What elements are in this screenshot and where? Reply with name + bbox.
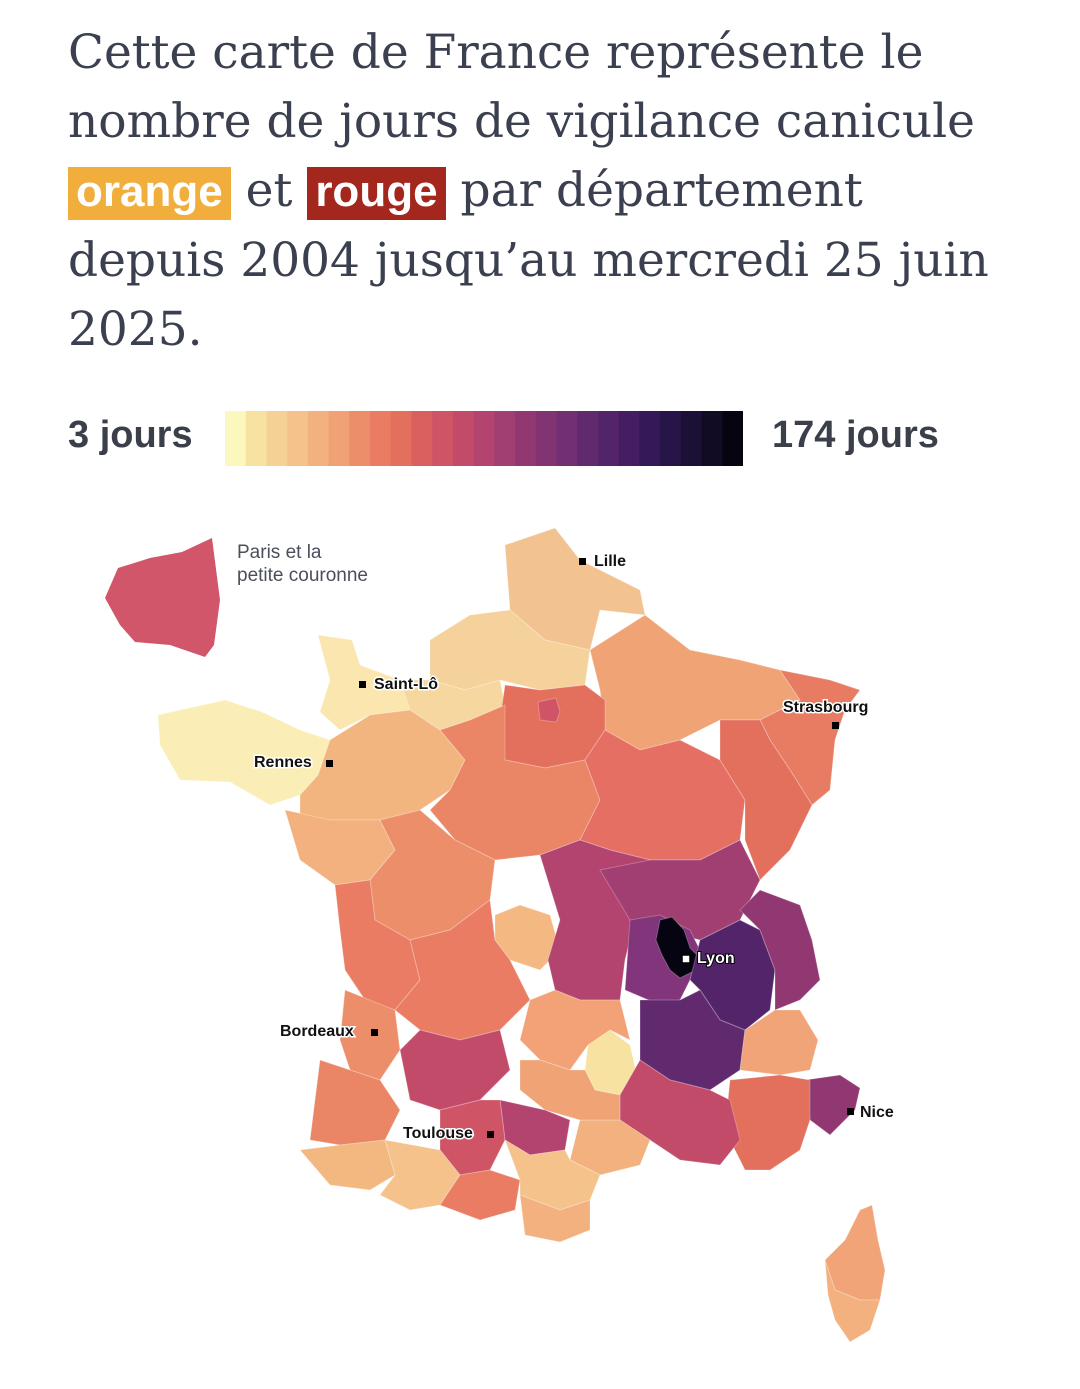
legend-swatch bbox=[370, 411, 392, 466]
legend-max-label: 174 jours bbox=[772, 414, 939, 456]
region-corse-du-sud bbox=[824, 1259, 881, 1343]
region-pyrenees bbox=[379, 1139, 461, 1211]
city-marker bbox=[681, 954, 691, 964]
legend-swatch bbox=[473, 411, 495, 466]
region-ariege bbox=[439, 1169, 521, 1221]
legend-swatch bbox=[494, 411, 516, 466]
legend-swatch bbox=[452, 411, 475, 466]
legend-swatch bbox=[680, 411, 703, 466]
legend-swatch bbox=[225, 411, 247, 466]
legend-swatch bbox=[390, 411, 412, 466]
city-label: Rennes bbox=[254, 754, 312, 771]
legend-swatch bbox=[432, 411, 454, 466]
legend-swatch bbox=[349, 411, 371, 466]
region-gironde bbox=[339, 989, 401, 1081]
red-badge: rouge bbox=[307, 167, 446, 220]
region-landes bbox=[309, 1059, 401, 1146]
inset-label-line-2: petite couronne bbox=[237, 565, 368, 586]
legend-swatch bbox=[556, 411, 578, 466]
city-label: Saint-Lô bbox=[374, 676, 438, 693]
region-savoie bbox=[739, 889, 821, 1011]
city-saint-lo: Saint-Lô bbox=[359, 675, 440, 695]
legend-swatch bbox=[701, 411, 723, 466]
legend-swatch bbox=[597, 411, 620, 466]
title-part-2: par département depuis 2004 jusqu’au mer… bbox=[68, 163, 989, 357]
region-alpes-maritimes bbox=[804, 1074, 861, 1136]
region-paris bbox=[537, 697, 561, 723]
city-label: Toulouse bbox=[403, 1125, 473, 1142]
orange-badge: orange bbox=[68, 167, 231, 220]
city-lille: Lille bbox=[579, 552, 628, 572]
city-nice: Nice bbox=[847, 1103, 895, 1123]
region-franche-comte bbox=[719, 719, 813, 881]
legend-swatch bbox=[515, 411, 537, 466]
legend-swatch bbox=[577, 411, 599, 466]
region-isere bbox=[689, 919, 776, 1031]
france-choropleth-map: Paris et la petite couronne bbox=[105, 527, 896, 1343]
departments bbox=[157, 527, 886, 1343]
legend-swatch bbox=[639, 411, 661, 466]
city-marker bbox=[832, 722, 839, 729]
legend-swatch bbox=[287, 411, 309, 466]
region-aveyron bbox=[519, 1059, 621, 1121]
page-title: Cette carte de France représente le nomb… bbox=[68, 18, 1028, 364]
city-marker bbox=[326, 760, 333, 767]
region-toulouse bbox=[439, 1099, 506, 1176]
legend-swatch bbox=[328, 411, 350, 466]
legend-swatch bbox=[722, 411, 743, 466]
city-markers: Lille Saint-Lô Strasbourg Rennes Lyon Bo… bbox=[253, 552, 896, 1144]
city-label: Lyon bbox=[697, 950, 735, 967]
city-rennes: Rennes bbox=[253, 753, 333, 773]
legend-swatch bbox=[411, 411, 433, 466]
city-marker bbox=[359, 681, 366, 688]
region-dordogne bbox=[394, 899, 531, 1041]
city-label: Nice bbox=[860, 1104, 894, 1121]
legend-swatch bbox=[660, 411, 682, 466]
title-mid: et bbox=[245, 163, 293, 218]
region-provence bbox=[724, 1074, 811, 1171]
city-label: Bordeaux bbox=[280, 1023, 354, 1040]
city-marker bbox=[579, 558, 586, 565]
city-marker bbox=[371, 1029, 378, 1036]
region-lot-et-garonne bbox=[399, 1029, 511, 1111]
legend-swatch bbox=[245, 411, 267, 466]
region-bretagne bbox=[157, 699, 331, 806]
city-strasbourg: Strasbourg bbox=[782, 698, 870, 729]
city-bordeaux: Bordeaux bbox=[279, 1022, 378, 1042]
inset-label-line-1: Paris et la bbox=[237, 542, 322, 563]
region-hautes-alpes bbox=[739, 1009, 819, 1076]
city-toulouse: Toulouse bbox=[402, 1124, 494, 1144]
legend-color-scale bbox=[225, 411, 743, 466]
legend-swatch bbox=[307, 411, 330, 466]
region-pyrenees-orientales bbox=[519, 1194, 591, 1243]
city-lyon: Lyon bbox=[681, 949, 736, 968]
legend-swatch bbox=[266, 411, 288, 466]
city-label: Lille bbox=[594, 553, 626, 570]
city-label: Strasbourg bbox=[783, 699, 868, 716]
legend-swatch bbox=[535, 411, 558, 466]
legend-min-label: 3 jours bbox=[68, 414, 193, 456]
region-pays-basque bbox=[299, 1139, 396, 1191]
region-lot bbox=[519, 989, 631, 1071]
city-marker bbox=[487, 1131, 494, 1138]
title-part-1: Cette carte de France représente le nomb… bbox=[68, 25, 975, 149]
region-alsace bbox=[759, 669, 861, 806]
paris-inset-shape bbox=[105, 538, 220, 657]
legend-swatch bbox=[618, 411, 640, 466]
region-aude bbox=[504, 1138, 601, 1211]
city-marker bbox=[847, 1108, 854, 1115]
